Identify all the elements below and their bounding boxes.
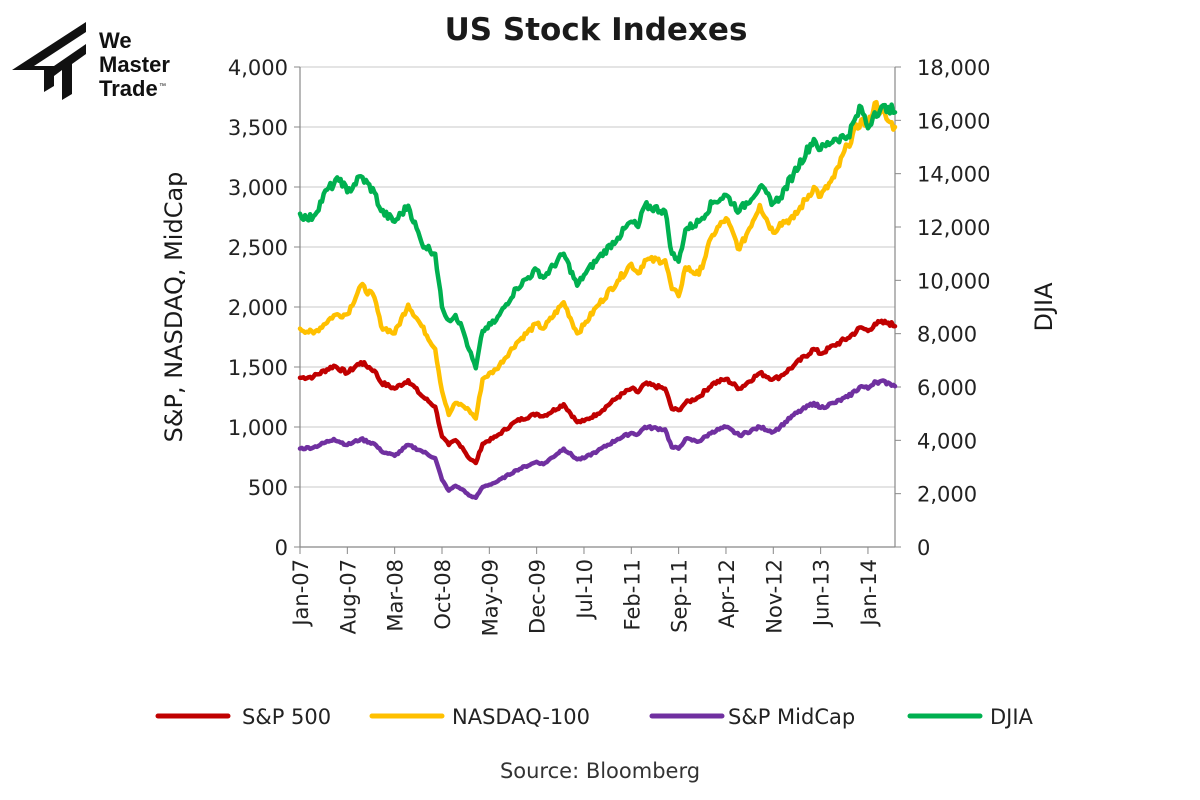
y2-tick-label: 2,000 bbox=[917, 483, 977, 507]
y2-axis-label: DJIA bbox=[1030, 282, 1058, 332]
x-tick-label: Jul-10 bbox=[573, 559, 597, 621]
gridlines bbox=[300, 66, 895, 488]
legend: S&P 500 NASDAQ-100 S&P MidCap DJIA bbox=[155, 705, 1034, 729]
logo-line-1: We bbox=[99, 28, 132, 53]
y2-tick-label: 0 bbox=[917, 536, 930, 560]
y2-tick-label: 12,000 bbox=[917, 216, 990, 240]
y-tick-label: 2,500 bbox=[228, 236, 288, 260]
series-line-s-p-midcap bbox=[297, 378, 898, 501]
legend-label: NASDAQ-100 bbox=[452, 705, 590, 729]
brand-logo: We Master Trade ™ bbox=[12, 22, 170, 101]
y2-tick-label: 4,000 bbox=[917, 429, 977, 453]
y2-tick-label: 6,000 bbox=[917, 376, 977, 400]
y-tick-label: 1,500 bbox=[228, 356, 288, 380]
legend-label: S&P 500 bbox=[242, 705, 331, 729]
series-line-nasdaq-100 bbox=[297, 99, 898, 421]
x-tick-label: Sep-11 bbox=[668, 559, 692, 633]
y-tick-label: 3,000 bbox=[228, 176, 288, 200]
y-tick-label: 4,000 bbox=[228, 56, 288, 80]
y-tick-label: 2,000 bbox=[228, 296, 288, 320]
x-tick-label: Oct-08 bbox=[431, 559, 455, 630]
x-tick-label: Mar-08 bbox=[384, 559, 408, 632]
series-line-djia bbox=[297, 102, 898, 371]
y2-tick-label: 8,000 bbox=[917, 323, 977, 347]
y-tick-label: 0 bbox=[275, 536, 288, 560]
legend-label: S&P MidCap bbox=[728, 705, 855, 729]
x-tick-label: Dec-09 bbox=[526, 559, 550, 634]
x-tick-label: Feb-11 bbox=[620, 559, 644, 630]
logo-tm-mark: ™ bbox=[159, 83, 166, 90]
source-note: Source: Bloomberg bbox=[500, 759, 700, 783]
logo-mark-icon bbox=[12, 22, 86, 100]
y2-tick-label: 16,000 bbox=[917, 109, 990, 133]
series-lines bbox=[297, 99, 898, 501]
chart-title: US Stock Indexes bbox=[445, 12, 748, 48]
y-tick-label: 1,000 bbox=[228, 416, 288, 440]
x-tick-label: Jan-07 bbox=[289, 559, 313, 628]
y-tick-label: 3,500 bbox=[228, 116, 288, 140]
y-axis-label: S&P, NASDAQ, MidCap bbox=[160, 172, 188, 443]
x-tick-label: Jun-13 bbox=[810, 559, 834, 628]
logo-line-2: Master bbox=[99, 52, 170, 77]
series-line-s-p-500 bbox=[297, 318, 898, 466]
y2-tick-label: 14,000 bbox=[917, 163, 990, 187]
axes: 0 500 1,000 1,500 2,000 2,500 3,000 3,500 4,000 0… bbox=[228, 56, 991, 636]
y-tick-label: 500 bbox=[248, 476, 288, 500]
logo-line-3: Trade bbox=[99, 76, 158, 101]
x-tick-label: Apr-12 bbox=[715, 559, 739, 628]
x-tick-label: Aug-07 bbox=[336, 559, 360, 634]
y2-tick-label: 18,000 bbox=[917, 56, 990, 80]
x-tick-label: Nov-12 bbox=[762, 559, 786, 634]
x-tick-label: May-09 bbox=[478, 559, 502, 636]
legend-label: DJIA bbox=[990, 705, 1034, 729]
y2-tick-label: 10,000 bbox=[917, 269, 990, 293]
x-tick-label: Jan-14 bbox=[857, 559, 881, 628]
